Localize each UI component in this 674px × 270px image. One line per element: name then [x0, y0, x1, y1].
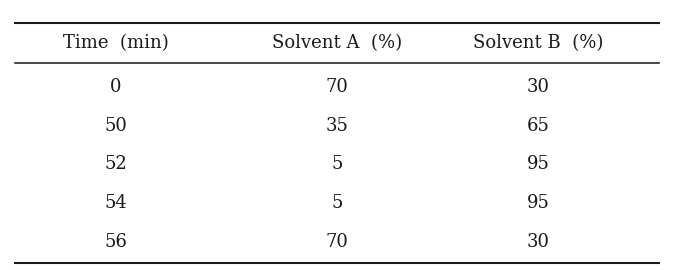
Text: 5: 5 — [332, 156, 342, 173]
Text: 52: 52 — [104, 156, 127, 173]
Text: 65: 65 — [527, 117, 550, 135]
Text: Solvent A  (%): Solvent A (%) — [272, 34, 402, 52]
Text: Solvent B  (%): Solvent B (%) — [473, 34, 603, 52]
Text: 5: 5 — [332, 194, 342, 212]
Text: 95: 95 — [527, 156, 550, 173]
Text: 35: 35 — [326, 117, 348, 135]
Text: Time  (min): Time (min) — [63, 34, 168, 52]
Text: 0: 0 — [110, 78, 121, 96]
Text: 50: 50 — [104, 117, 127, 135]
Text: 56: 56 — [104, 233, 127, 251]
Text: 95: 95 — [527, 194, 550, 212]
Text: 70: 70 — [326, 233, 348, 251]
Text: 30: 30 — [527, 78, 550, 96]
Text: 30: 30 — [527, 233, 550, 251]
Text: 54: 54 — [104, 194, 127, 212]
Text: 70: 70 — [326, 78, 348, 96]
